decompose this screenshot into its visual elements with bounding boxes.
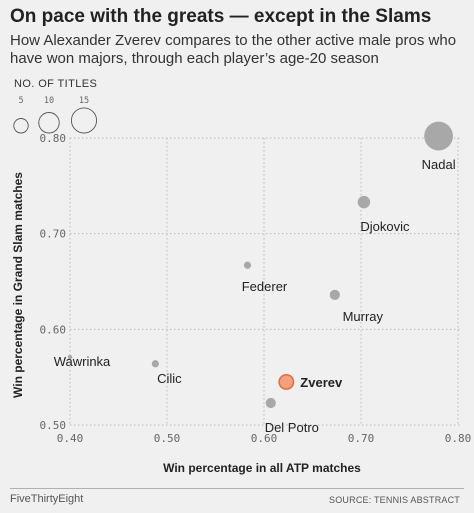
y-tick-label: 0.60 <box>40 323 67 336</box>
footer-divider <box>10 488 464 489</box>
x-tick-label: 0.70 <box>348 432 375 445</box>
size-legend-circle <box>71 107 97 134</box>
data-point-cilic <box>151 360 159 368</box>
size-legend-circle <box>13 118 29 134</box>
data-point-murray <box>329 289 340 300</box>
data-points <box>67 121 453 409</box>
data-point-nadal <box>424 121 453 151</box>
scatter-chart: NO. OF TITLES 5 10 15 0.40 0.50 0.60 0.70 0.80… <box>11 78 472 475</box>
point-label-djokovic: Djokovic <box>360 219 410 234</box>
y-tick-label: 0.80 <box>40 132 67 145</box>
point-labels: Nadal Djokovic Federer Murray Wawrinka Cilic Z… <box>54 157 456 435</box>
data-point-zverev <box>278 374 295 390</box>
chart-subtitle: How Alexander Zverev compares to the oth… <box>10 32 457 67</box>
size-legend: NO. OF TITLES 5 10 15 <box>13 78 97 134</box>
point-label-zverev: Zverev <box>300 375 343 390</box>
point-label-del-potro: Del Potro <box>265 420 319 435</box>
point-label-nadal: Nadal <box>422 157 456 172</box>
point-label-murray: Murray <box>343 309 384 324</box>
x-axis-ticks: 0.40 0.50 0.60 0.70 0.80 <box>57 432 472 445</box>
grid-lines <box>69 137 462 426</box>
x-tick-label: 0.60 <box>251 432 278 445</box>
point-label-federer: Federer <box>242 279 288 294</box>
chart-title: On pace with the greats — except in the … <box>10 6 432 27</box>
data-point-del-potro <box>265 397 276 409</box>
point-label-cilic: Cilic <box>157 371 182 386</box>
y-axis-ticks: 0.50 0.60 0.70 0.80 <box>40 132 67 432</box>
x-tick-label: 0.50 <box>154 432 181 445</box>
y-tick-label: 0.50 <box>40 419 67 432</box>
size-legend-label: 10 <box>44 96 54 106</box>
x-tick-label: 0.40 <box>57 432 84 445</box>
size-legend-label: 15 <box>79 96 89 106</box>
data-point-wawrinka <box>67 354 73 360</box>
x-tick-label: 0.80 <box>445 432 472 445</box>
size-legend-entries: 5 10 15 <box>13 96 97 134</box>
data-point-djokovic <box>357 195 371 209</box>
point-label-wawrinka: Wawrinka <box>54 354 111 369</box>
y-axis-label: Win percentage in Grand Slam matches <box>11 172 25 398</box>
brand-logo-text: FiveThirtyEight <box>10 493 84 505</box>
size-legend-label: 5 <box>18 96 23 106</box>
size-legend-title: NO. OF TITLES <box>14 78 97 90</box>
source-note: SOURCE: TENNIS ABSTRACT <box>329 495 460 505</box>
y-tick-label: 0.70 <box>40 228 67 241</box>
x-axis-label: Win percentage in all ATP matches <box>163 461 361 475</box>
data-point-federer <box>243 261 252 269</box>
size-legend-circle <box>38 112 60 134</box>
